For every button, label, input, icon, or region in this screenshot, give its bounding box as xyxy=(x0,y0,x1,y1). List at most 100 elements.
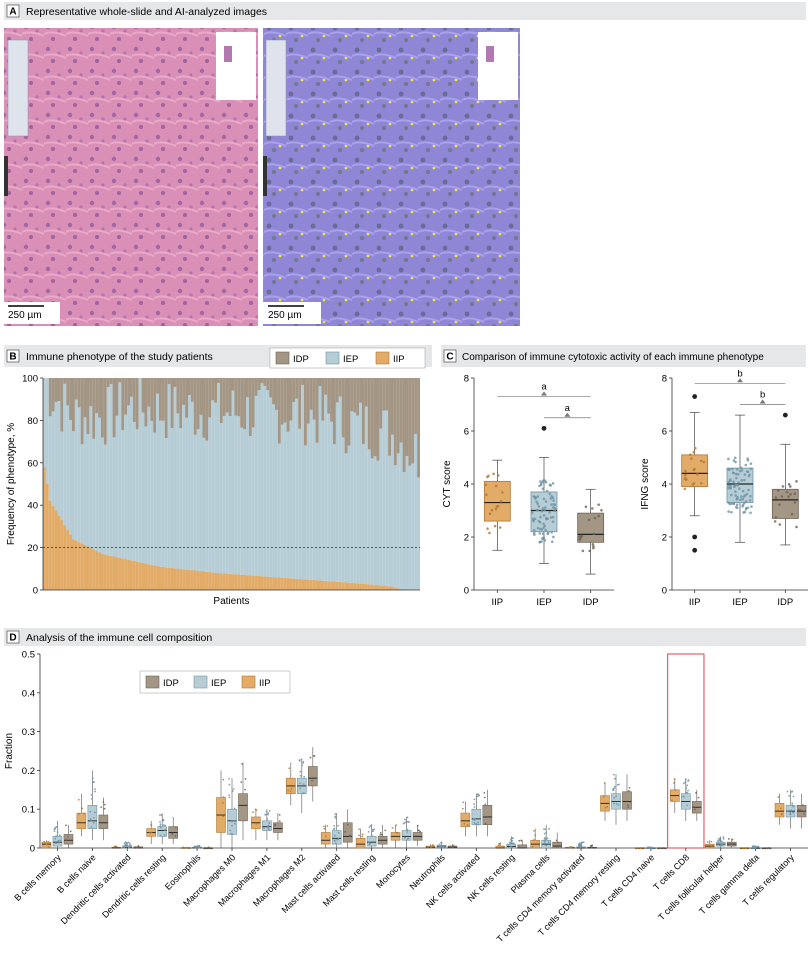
data-point xyxy=(694,446,697,450)
data-point xyxy=(749,467,753,471)
data-point xyxy=(159,825,162,827)
data-point xyxy=(476,795,479,798)
data-point xyxy=(358,834,360,837)
bar-iip xyxy=(205,571,209,590)
panel-a-title: Representative whole-slide and AI-analyz… xyxy=(26,6,267,18)
bar-iep xyxy=(280,424,284,578)
data-point xyxy=(391,827,394,829)
bar-iep xyxy=(217,382,220,574)
data-point xyxy=(518,839,521,842)
data-point xyxy=(309,756,312,759)
data-point xyxy=(543,828,545,831)
data-point xyxy=(552,499,555,502)
y-tick-label: 4 xyxy=(662,480,667,491)
bar-iip xyxy=(315,580,319,590)
data-point xyxy=(54,837,57,840)
data-point xyxy=(612,787,615,790)
data-point xyxy=(266,818,269,820)
bar-iep xyxy=(161,420,165,567)
bar-idp xyxy=(417,378,420,478)
box-iip xyxy=(320,832,331,845)
data-point xyxy=(233,820,236,823)
data-point xyxy=(56,831,59,833)
bar-iep xyxy=(199,414,203,572)
data-point xyxy=(475,822,478,825)
x-axis-label: Patients xyxy=(213,596,249,607)
data-point xyxy=(136,846,139,849)
data-point xyxy=(690,457,693,460)
data-point xyxy=(578,537,582,541)
data-point xyxy=(488,531,491,535)
bar-idp xyxy=(153,378,157,433)
data-point xyxy=(737,487,741,490)
bar-iep xyxy=(95,413,99,551)
data-point xyxy=(686,784,689,787)
data-point xyxy=(416,824,419,827)
data-point xyxy=(194,846,197,848)
data-point xyxy=(298,759,301,761)
bar-idp xyxy=(141,378,145,413)
bar-iep xyxy=(292,401,296,579)
bar-iip xyxy=(217,573,220,590)
bar-iep xyxy=(350,411,354,583)
data-point xyxy=(603,782,606,785)
data-point xyxy=(720,844,722,847)
bar-iip xyxy=(327,581,331,590)
bar-idp xyxy=(292,378,296,402)
panel-d-legend: IDP IEP IIP xyxy=(139,670,291,694)
bar-idp xyxy=(109,378,113,385)
data-point xyxy=(659,847,662,849)
bar-iip xyxy=(367,584,371,590)
data-point xyxy=(233,822,236,825)
data-point xyxy=(691,483,695,487)
bar-iep xyxy=(196,429,200,571)
data-point xyxy=(542,522,545,526)
bar-iip xyxy=(388,586,391,590)
data-point xyxy=(799,809,802,812)
data-point xyxy=(100,806,103,809)
data-point xyxy=(741,489,745,493)
legend-swatch-idp xyxy=(275,351,290,365)
data-point xyxy=(290,787,293,790)
bar-iep xyxy=(202,437,206,572)
bar-iip xyxy=(333,581,336,590)
slide-thumbnail-tissue xyxy=(224,46,232,62)
y-tick-label: 6 xyxy=(662,427,667,438)
bar-idp xyxy=(301,378,304,385)
bar-idp xyxy=(176,378,180,414)
data-point xyxy=(299,787,302,790)
bar-iep xyxy=(266,390,270,577)
bar-idp xyxy=(362,378,365,445)
bar-iep xyxy=(370,458,374,585)
data-point xyxy=(692,805,695,808)
data-point xyxy=(543,832,546,835)
bar-iip xyxy=(266,576,270,590)
bar-iep xyxy=(321,420,325,581)
data-point xyxy=(541,487,545,490)
data-point xyxy=(692,468,696,472)
bar-iip xyxy=(272,577,275,590)
data-point xyxy=(593,516,597,520)
y-axis-label: Frequency of phenotype, % xyxy=(6,423,17,545)
bar-idp xyxy=(217,378,220,383)
data-point xyxy=(333,834,336,837)
bar-idp xyxy=(112,378,116,438)
data-point xyxy=(164,829,167,831)
data-point xyxy=(103,803,106,806)
data-point xyxy=(127,841,130,844)
bar-iep xyxy=(72,431,75,540)
data-point xyxy=(592,546,595,550)
data-point xyxy=(55,825,58,828)
data-point xyxy=(728,502,732,506)
data-point xyxy=(368,826,371,829)
data-point xyxy=(727,486,730,490)
panel-b-legend: IDP IEP IIP xyxy=(269,347,426,369)
data-point xyxy=(606,805,609,808)
bar-iep xyxy=(338,396,342,582)
data-point xyxy=(695,791,697,794)
bar-iip xyxy=(222,573,226,590)
data-point xyxy=(776,489,780,492)
data-point xyxy=(750,505,753,508)
data-point xyxy=(544,828,547,831)
